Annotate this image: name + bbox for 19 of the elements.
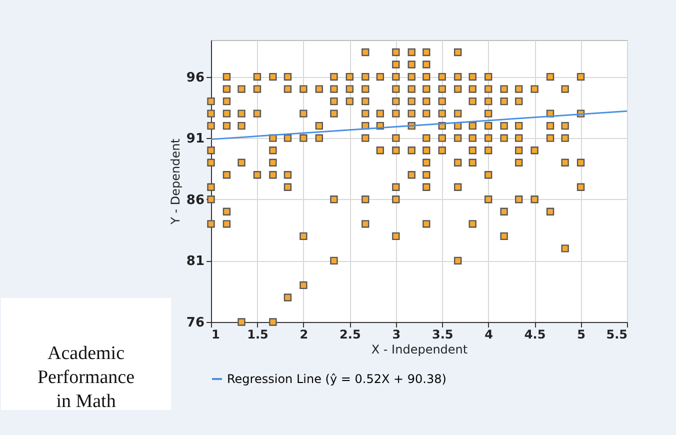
- y-tick-label: 86: [186, 192, 204, 208]
- text: Academic Performance in Math: [37, 343, 135, 412]
- x-tick-label: 2: [300, 328, 308, 342]
- x-tick-label: 4: [484, 328, 494, 342]
- y-axis-title: Y - Dependent: [168, 138, 182, 226]
- x-tick-label: 1: [212, 328, 220, 342]
- x-axis-title: X - Independent: [371, 342, 468, 356]
- y-tick-label: 96: [186, 70, 204, 86]
- y-tick-label: 76: [186, 316, 204, 330]
- x-tick-label: 3.5: [432, 328, 454, 342]
- x-tick-label: 5: [577, 328, 586, 342]
- x-tick-label: 2.5: [340, 328, 361, 342]
- x-tick-label: 1.5: [247, 328, 268, 342]
- x-tick-label: 4.5: [524, 328, 546, 342]
- y-tick-label: 81: [186, 254, 204, 270]
- legend-label: Regression Line (ŷ = 0.52X + 90.38): [227, 372, 446, 386]
- y-tick-label: 91: [186, 132, 204, 147]
- x-tick-label: 3: [392, 328, 401, 342]
- x-tick-label: 5.5: [606, 328, 628, 342]
